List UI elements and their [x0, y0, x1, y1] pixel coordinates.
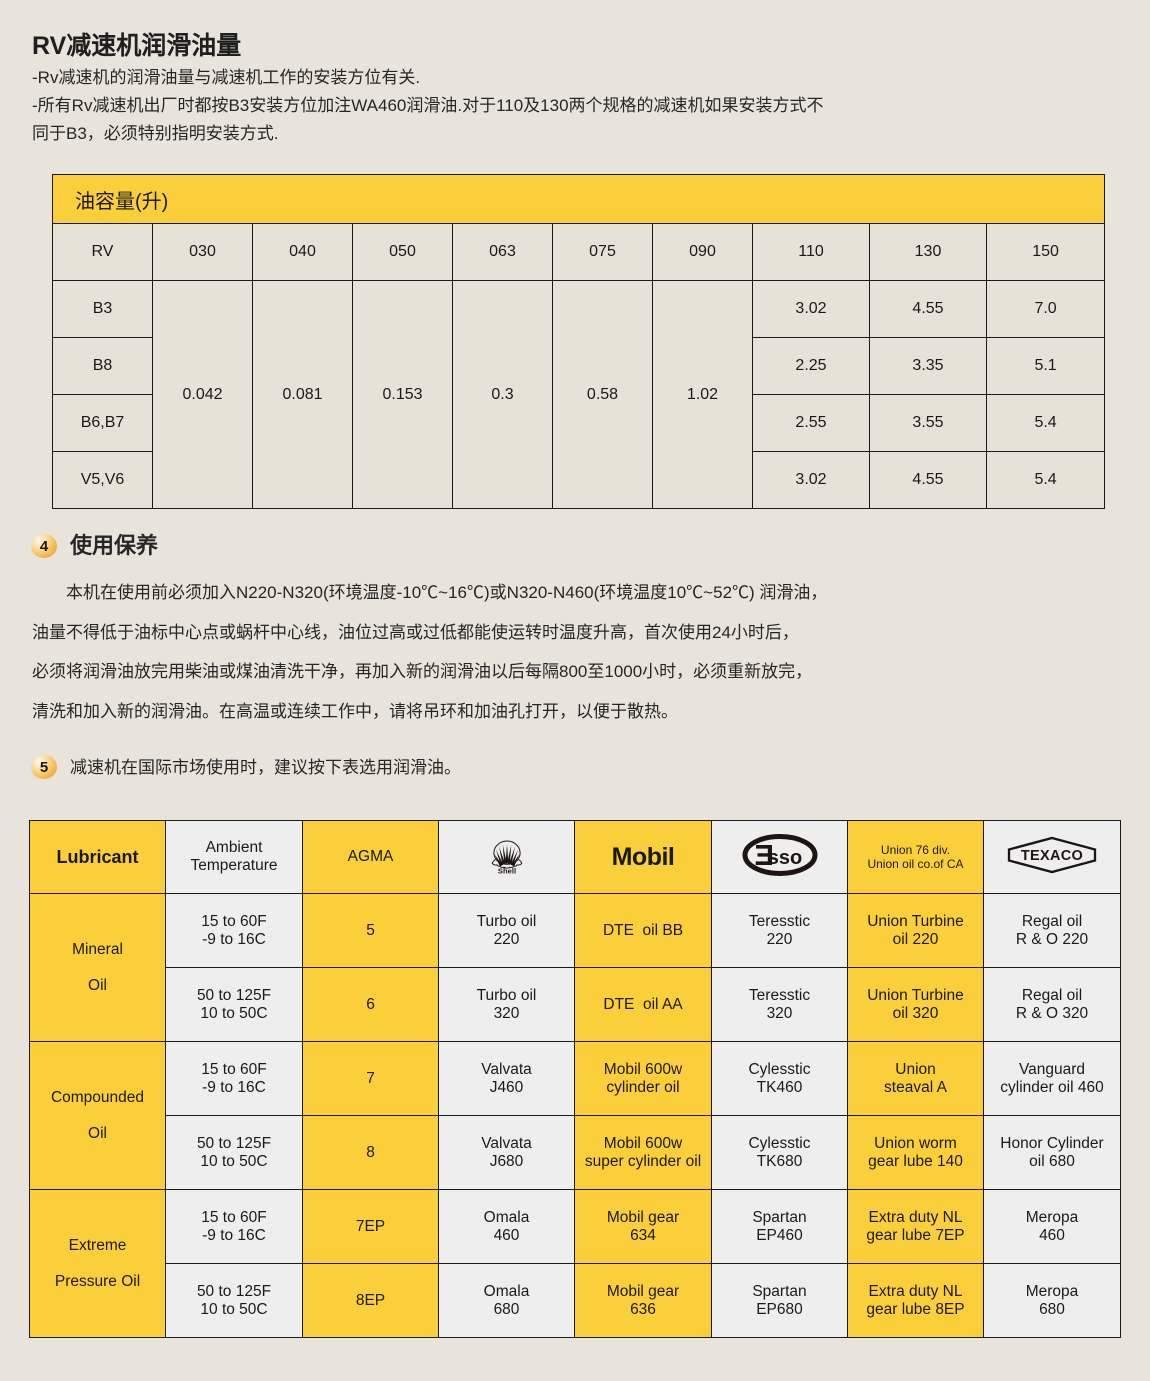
- svg-text:Shell: Shell: [497, 866, 515, 875]
- svg-text:TEXACO: TEXACO: [1021, 848, 1083, 864]
- svg-text:sso: sso: [767, 847, 801, 869]
